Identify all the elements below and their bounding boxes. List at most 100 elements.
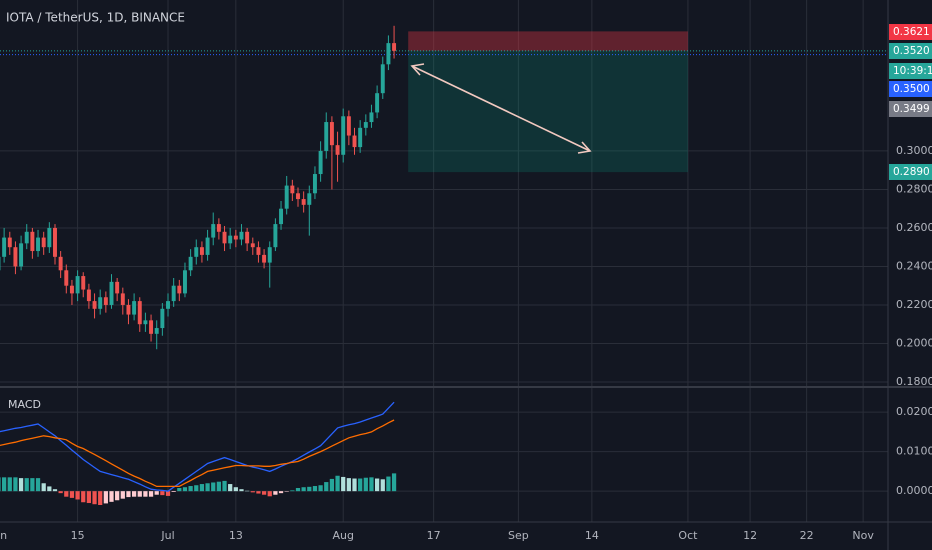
histogram-bar <box>86 491 92 504</box>
candle-body <box>2 237 7 257</box>
candle-body <box>301 199 306 205</box>
histogram-bar <box>194 485 199 492</box>
histogram-bar <box>120 491 125 499</box>
histogram-bar <box>329 478 335 492</box>
histogram-bar <box>2 477 7 492</box>
candle-body <box>120 293 125 305</box>
candle-body <box>132 301 137 315</box>
y-tick-label: 0.2200 <box>896 298 932 311</box>
histogram-bar <box>318 485 323 492</box>
histogram-bar <box>374 478 380 492</box>
candle-body <box>267 247 272 263</box>
x-tick-label: Oct <box>678 529 698 542</box>
histogram-bar <box>109 491 114 502</box>
x-tick-label: 14 <box>585 529 599 542</box>
histogram-bar <box>386 476 391 492</box>
candle-body <box>352 135 357 148</box>
histogram-bar <box>143 491 148 497</box>
histogram-bar <box>199 484 205 492</box>
histogram-bar <box>182 487 188 492</box>
x-tick-label: 17 <box>427 529 441 542</box>
histogram-bar <box>363 477 368 492</box>
candle-body <box>154 328 159 334</box>
histogram-bar <box>47 486 52 492</box>
x-tick-label: 15 <box>71 529 85 542</box>
price-label-box <box>889 43 932 59</box>
histogram-bar <box>284 491 289 492</box>
candle-body <box>30 231 35 252</box>
price-label-box <box>889 24 932 40</box>
candle-body <box>233 235 238 240</box>
histogram-bar <box>24 478 29 492</box>
candle-body <box>86 289 91 302</box>
candle-body <box>41 237 46 248</box>
candle-body <box>256 247 261 255</box>
histogram-bar <box>290 490 295 492</box>
histogram-bar <box>160 491 165 496</box>
macd-pane <box>0 388 888 522</box>
histogram-bar <box>222 480 227 492</box>
price-label-box <box>889 81 932 97</box>
histogram-bar <box>131 491 137 497</box>
candle-body <box>182 270 187 294</box>
candle-body <box>284 185 289 209</box>
candle-body <box>250 243 255 248</box>
histogram-bar <box>35 478 41 492</box>
histogram-bar <box>233 487 238 492</box>
histogram-bar <box>92 491 97 505</box>
histogram-bar <box>346 478 351 492</box>
histogram-bar <box>7 477 12 492</box>
candle-body <box>290 185 295 194</box>
candle-body <box>36 237 41 252</box>
histogram-bar <box>115 491 120 501</box>
histogram-bar <box>103 491 108 504</box>
price-label: 0.3499 <box>893 103 930 115</box>
macd-line <box>0 419 395 488</box>
candle-body <box>194 247 199 257</box>
price-label-box <box>889 63 932 79</box>
candle-body <box>92 301 97 309</box>
histogram-bar <box>228 484 233 492</box>
histogram-bar <box>216 481 221 492</box>
histogram-bar <box>358 478 363 492</box>
price-label-box <box>889 101 932 117</box>
price-label: 0.2890 <box>893 166 930 178</box>
candle-body <box>346 116 351 136</box>
price-label: 10:39:15 <box>893 65 932 77</box>
candle-body <box>13 247 18 267</box>
y-tick-label: 0.0100 <box>896 445 932 458</box>
y-tick-label: 0.2800 <box>896 182 932 195</box>
candle-body <box>380 64 385 94</box>
histogram-bar <box>335 475 340 492</box>
candle-body <box>386 43 391 65</box>
candle-body <box>318 150 323 175</box>
histogram-bar <box>267 491 272 497</box>
candle-body <box>262 254 267 263</box>
arrow-drawing <box>410 63 592 154</box>
candle-body <box>307 193 312 205</box>
histogram-bar <box>13 477 18 492</box>
candle-body <box>329 122 334 146</box>
histogram-bar <box>52 489 58 492</box>
candle-body <box>211 224 216 238</box>
candle-body <box>199 247 204 255</box>
candle-body <box>228 235 233 244</box>
price-label: 0.3520 <box>893 45 930 57</box>
target-zone <box>408 50 688 173</box>
histogram-bar <box>273 491 278 495</box>
chart-title: IOTA / TetherUS, 1D, BINANCE <box>6 11 185 25</box>
time-axis: Jun 15 Jul 13 Aug 17 Sep 14 Oct 12 22 Nov <box>0 529 874 542</box>
price-label: 0.3500 <box>893 83 930 95</box>
candle-body <box>58 256 63 271</box>
candle-body <box>216 224 221 232</box>
candle-body <box>137 301 142 325</box>
histogram-bar <box>278 491 284 494</box>
candle-body <box>205 237 210 255</box>
histogram-bar <box>165 491 171 496</box>
candle-body <box>245 231 250 244</box>
histogram-bar <box>148 491 154 497</box>
candle-body <box>75 276 80 294</box>
y-tick-label: 0.2000 <box>896 336 932 349</box>
candle-body <box>273 224 278 248</box>
